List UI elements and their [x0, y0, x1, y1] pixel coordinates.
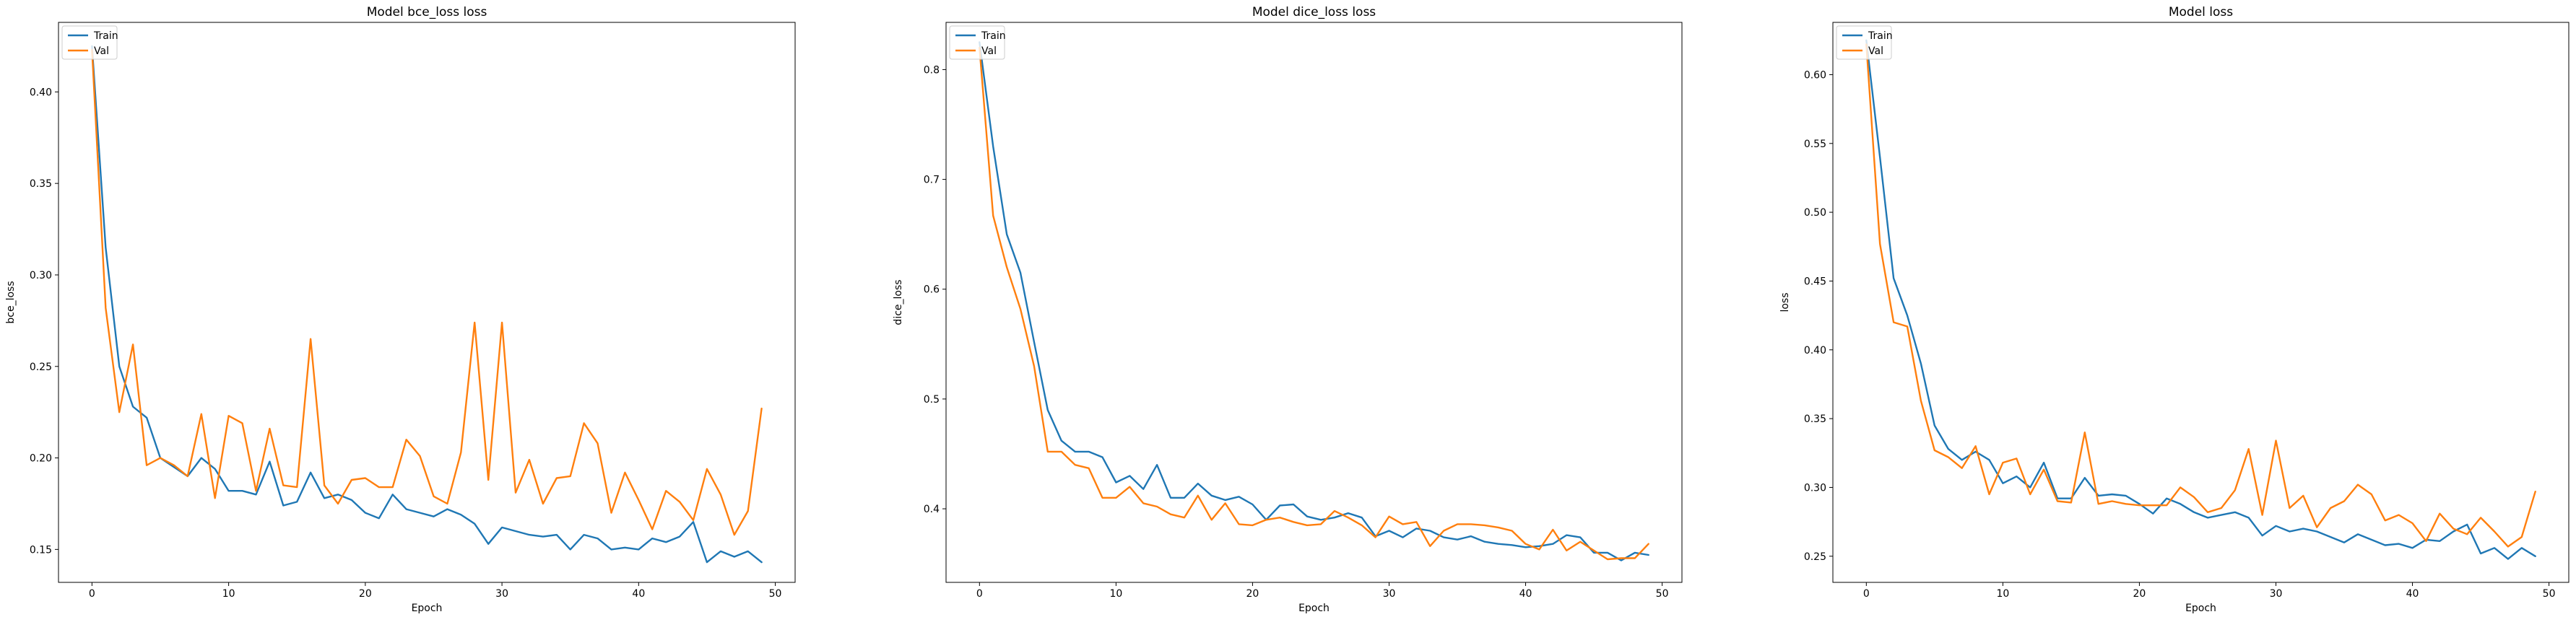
series-line-train [979, 41, 1649, 561]
y-tick-label: 0.7 [924, 175, 940, 186]
y-tick-label: 0.4 [924, 504, 940, 515]
chart-title: Model dice_loss loss [1252, 5, 1376, 19]
y-tick-label: 0.30 [1804, 482, 1826, 494]
legend-entry-val: Val [981, 45, 997, 57]
x-tick-label: 30 [495, 588, 508, 600]
x-tick-label: 20 [359, 588, 372, 600]
x-axis-label: Epoch [2185, 603, 2216, 614]
y-tick-label: 0.50 [1804, 207, 1826, 219]
subplot-bce-loss: Model bce_loss loss Epoch bce_loss 0 10 20… [5, 5, 796, 614]
x-tick-label: 30 [2270, 588, 2283, 600]
x-tick-label: 20 [2133, 588, 2146, 600]
x-tick-label: 0 [976, 588, 983, 600]
legend: Train Val [949, 25, 1006, 60]
subplot-loss: Model loss Epoch loss 0 10 20 30 40 50 0.25 0.3… [1779, 5, 2570, 614]
x-tick-label: 0 [89, 588, 95, 600]
legend-entry-train: Train [1868, 30, 1893, 42]
chart-title: Model loss [2169, 5, 2233, 19]
x-tick-label: 50 [1656, 588, 1669, 600]
series-line-val [979, 46, 1649, 561]
x-tick-label: 10 [1996, 588, 2009, 600]
series-line-val [91, 48, 763, 536]
series-line-train [91, 45, 763, 564]
legend-entry-val: Val [94, 45, 109, 57]
y-tick-label: 0.40 [1804, 345, 1826, 356]
x-axis-label: Epoch [412, 603, 443, 614]
y-tick-label: 0.40 [30, 87, 52, 98]
y-axis-label: loss [1779, 292, 1791, 312]
y-tick-label: 0.35 [1804, 413, 1826, 425]
x-tick-label: 40 [1519, 588, 1532, 600]
x-tick-label: 10 [222, 588, 235, 600]
x-tick-label: 30 [1383, 588, 1396, 600]
subplot-dice-loss: Model dice_loss loss Epoch dice_loss 0 10… [893, 5, 1683, 614]
x-tick-label: 40 [2406, 588, 2419, 600]
y-tick-label: 0.25 [1804, 551, 1826, 563]
y-tick-label: 0.20 [30, 453, 52, 465]
y-tick-label: 0.5 [924, 394, 940, 406]
y-tick-label: 0.6 [924, 284, 940, 296]
plot-area [58, 22, 796, 583]
y-tick-label: 0.30 [30, 270, 52, 281]
y-tick-label: 0.35 [30, 178, 52, 190]
x-tick-label: 10 [1109, 588, 1122, 600]
y-tick-label: 0.15 [30, 544, 52, 556]
x-tick-label: 50 [2543, 588, 2556, 600]
legend: Train Val [61, 25, 118, 60]
legend-entry-train: Train [981, 30, 1006, 42]
y-axis-label: bce_loss [5, 281, 17, 323]
y-tick-label: 0.25 [30, 362, 52, 373]
y-axis-label: dice_loss [893, 279, 904, 325]
y-tick-label: 0.55 [1804, 139, 1826, 150]
plot-area [945, 22, 1683, 583]
x-tick-label: 20 [1246, 588, 1259, 600]
x-tick-label: 0 [1863, 588, 1870, 600]
x-axis-label: Epoch [1298, 603, 1330, 614]
y-tick-label: 0.8 [924, 64, 940, 76]
y-tick-label: 0.45 [1804, 276, 1826, 287]
plot-area [1832, 22, 2570, 583]
series-line-val [1865, 43, 2536, 548]
chart-title: Model bce_loss loss [367, 5, 487, 19]
y-tick-label: 0.60 [1804, 69, 1826, 81]
legend-entry-train: Train [93, 30, 118, 42]
legend: Train Val [1836, 25, 1893, 60]
x-tick-label: 40 [632, 588, 645, 600]
x-tick-label: 50 [769, 588, 782, 600]
legend-entry-val: Val [1868, 45, 1883, 57]
